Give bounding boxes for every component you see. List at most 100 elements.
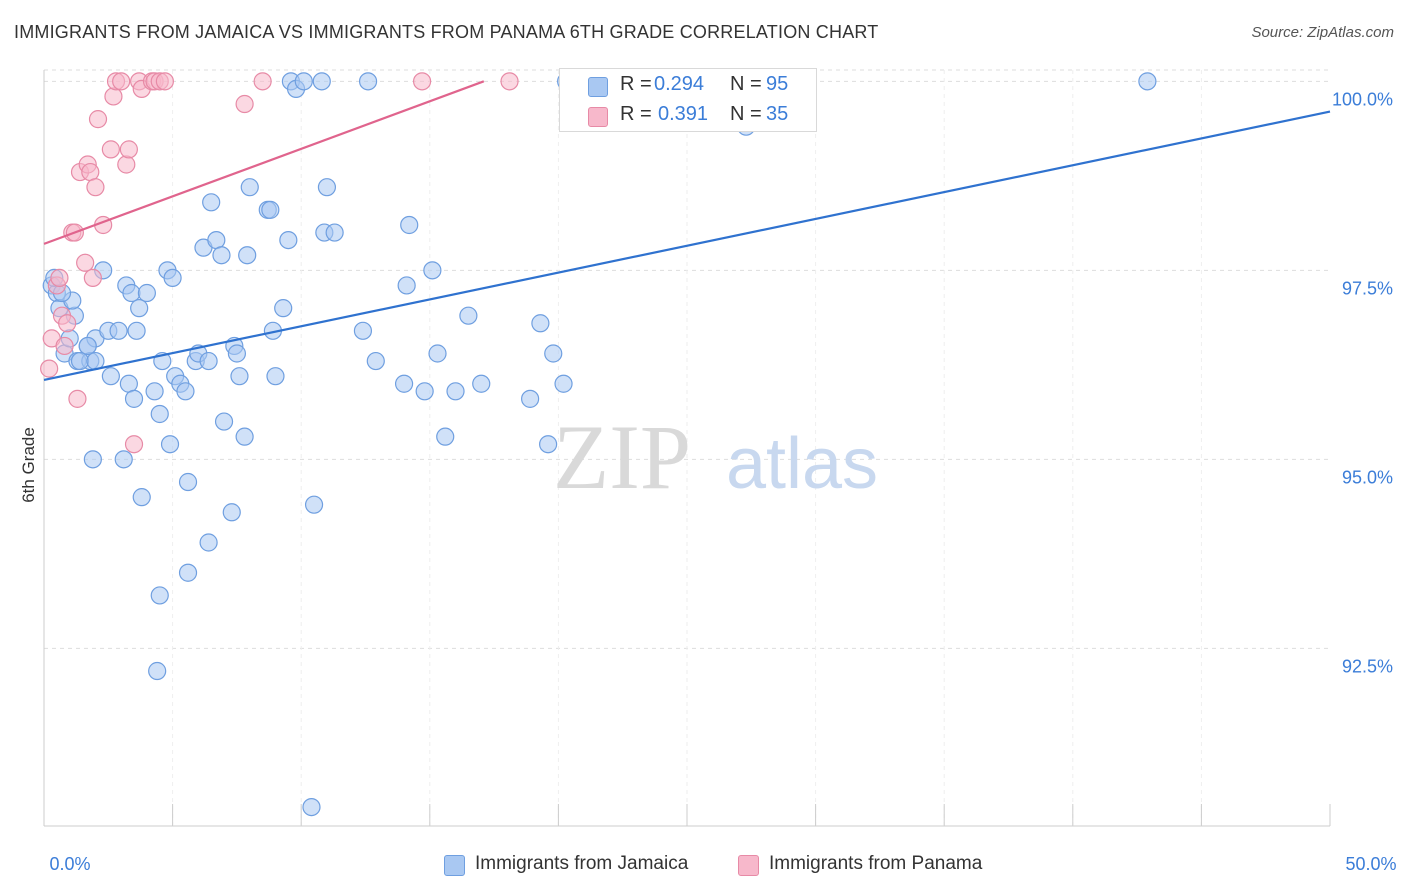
panama-point[interactable]	[88, 110, 108, 129]
jamaica-point[interactable]	[122, 283, 141, 303]
jamaica-point[interactable]	[415, 382, 434, 401]
jamaica-point[interactable]	[240, 178, 259, 197]
panama-point[interactable]	[412, 72, 432, 91]
jamaica-point[interactable]	[459, 306, 478, 325]
jamaica-point[interactable]	[207, 231, 226, 250]
panama-point[interactable]	[86, 178, 105, 197]
jamaica-point[interactable]	[400, 215, 419, 235]
jamaica-point[interactable]	[127, 321, 146, 340]
jamaica-point[interactable]	[446, 382, 465, 401]
jamaica-point[interactable]	[230, 367, 249, 386]
panama-point[interactable]	[68, 389, 87, 408]
jamaica-point[interactable]	[178, 472, 198, 492]
panama-point[interactable]	[155, 72, 174, 91]
panama-point[interactable]	[500, 72, 519, 91]
x-tick-label-max: 50.0%	[1345, 854, 1396, 874]
jamaica-swatch	[588, 77, 608, 97]
x-axis-ticks	[43, 804, 1331, 826]
jamaica-point[interactable]	[302, 797, 321, 817]
jamaica-point[interactable]	[294, 72, 313, 91]
panama-point[interactable]	[55, 336, 74, 356]
jamaica-point[interactable]	[78, 336, 97, 356]
panama-point[interactable]	[81, 162, 100, 182]
jamaica-point[interactable]	[472, 374, 491, 393]
jamaica-point[interactable]	[436, 427, 455, 446]
jamaica-point[interactable]	[150, 404, 169, 424]
panama-point[interactable]	[58, 314, 77, 333]
jamaica-point[interactable]	[212, 246, 231, 265]
jamaica-point[interactable]	[178, 563, 198, 582]
panama-point[interactable]	[50, 268, 69, 287]
jamaica-point[interactable]	[222, 503, 241, 522]
jamaica-point[interactable]	[109, 321, 128, 340]
jamaica-point[interactable]	[202, 193, 221, 212]
jamaica-point[interactable]	[70, 351, 90, 371]
jamaica-point[interactable]	[227, 344, 246, 363]
source-label: Source: ZipAtlas.com	[1251, 24, 1394, 41]
legend-panama-swatch	[738, 855, 759, 876]
panama-point[interactable]	[76, 253, 95, 272]
jamaica-point[interactable]	[132, 488, 151, 507]
panama-point[interactable]	[117, 155, 136, 174]
jamaica-point[interactable]	[394, 374, 414, 393]
jamaica-point[interactable]	[124, 389, 144, 408]
jamaica-n-value: 95	[766, 73, 789, 95]
jamaica-r-label: R =	[620, 73, 652, 95]
jamaica-point[interactable]	[317, 178, 337, 197]
panama-point[interactable]	[253, 72, 272, 91]
jamaica-point[interactable]	[261, 200, 280, 219]
jamaica-point[interactable]	[238, 246, 257, 265]
legend-jamaica-label: Immigrants from Jamaica	[475, 853, 689, 874]
jamaica-point[interactable]	[199, 533, 218, 552]
jamaica-point[interactable]	[358, 72, 378, 91]
jamaica-point[interactable]	[353, 321, 373, 340]
panama-point[interactable]	[119, 140, 138, 159]
panama-point[interactable]	[101, 140, 120, 159]
jamaica-point[interactable]	[176, 382, 195, 401]
panama-point[interactable]	[124, 435, 144, 454]
y-tick-label: 95.0%	[1342, 467, 1393, 487]
jamaica-point[interactable]	[539, 435, 558, 454]
jamaica-point[interactable]	[428, 344, 447, 363]
jamaica-point[interactable]	[266, 367, 285, 386]
jamaica-point[interactable]	[148, 661, 167, 681]
y-tick-label: 92.5%	[1342, 656, 1393, 676]
jamaica-point[interactable]	[199, 351, 218, 371]
jamaica-point[interactable]	[130, 299, 149, 318]
panama-point[interactable]	[83, 268, 102, 287]
jamaica-point[interactable]	[160, 435, 180, 454]
jamaica-point[interactable]	[544, 344, 563, 363]
jamaica-point[interactable]	[304, 495, 324, 514]
jamaica-point[interactable]	[83, 450, 102, 469]
series-panama-points	[40, 72, 519, 454]
jamaica-point[interactable]	[274, 299, 293, 318]
jamaica-point[interactable]	[366, 351, 385, 371]
jamaica-point[interactable]	[554, 374, 573, 393]
jamaica-point[interactable]	[235, 427, 254, 446]
jamaica-point[interactable]	[1138, 72, 1157, 91]
jamaica-point[interactable]	[119, 374, 138, 393]
jamaica-point[interactable]	[531, 314, 550, 333]
jamaica-point[interactable]	[150, 586, 169, 605]
jamaica-point[interactable]	[114, 450, 133, 469]
jamaica-point[interactable]	[163, 268, 182, 287]
watermark-atlas: atlas	[726, 424, 878, 504]
stats-legend: R = 0.294 N = 95 R = 0.391 N = 35	[559, 68, 817, 132]
panama-point[interactable]	[235, 94, 254, 114]
jamaica-point[interactable]	[397, 276, 416, 295]
jamaica-point[interactable]	[137, 283, 156, 303]
panama-point[interactable]	[104, 87, 123, 106]
jamaica-point[interactable]	[214, 412, 234, 431]
jamaica-point[interactable]	[101, 367, 120, 386]
trend-lines	[43, 80, 1331, 382]
panama-point[interactable]	[112, 72, 131, 91]
jamaica-point[interactable]	[325, 223, 344, 242]
jamaica-point[interactable]	[521, 389, 540, 408]
jamaica-point[interactable]	[312, 72, 331, 91]
jamaica-point[interactable]	[279, 231, 298, 250]
x-tick-label-min: 0.0%	[49, 854, 90, 874]
panama-point[interactable]	[40, 359, 59, 378]
jamaica-trend-line	[43, 110, 1331, 382]
jamaica-point[interactable]	[423, 261, 442, 280]
jamaica-point[interactable]	[145, 382, 164, 401]
